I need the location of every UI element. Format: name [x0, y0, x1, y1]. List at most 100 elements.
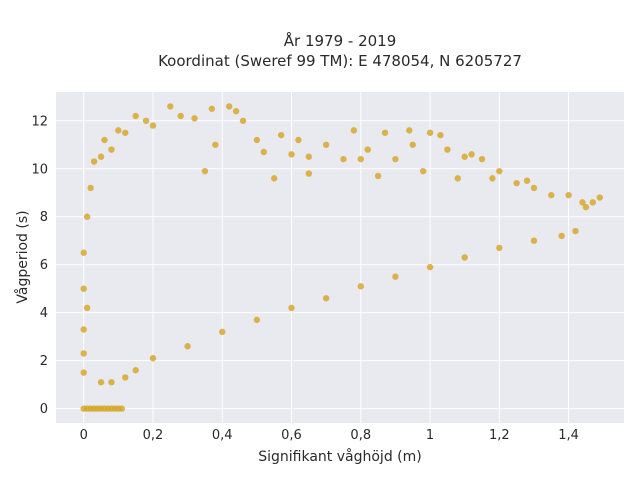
data-point — [582, 203, 590, 211]
data-point — [80, 326, 87, 333]
data-point — [589, 199, 597, 206]
chart-title-line-2: Koordinat (Sweref 99 TM): E 478054, N 62… — [158, 52, 522, 70]
data-point — [167, 103, 174, 110]
data-point — [288, 304, 295, 312]
data-point — [496, 167, 503, 175]
x-tick-label: 1,2 — [489, 428, 510, 443]
data-point — [530, 184, 538, 192]
data-point — [191, 115, 198, 122]
data-point — [108, 146, 115, 153]
data-point — [437, 131, 444, 139]
data-point — [149, 355, 157, 362]
data-point — [419, 167, 427, 175]
y-tick-label: 0 — [40, 402, 48, 417]
data-point — [468, 151, 475, 158]
data-point — [239, 117, 247, 124]
data-point — [565, 191, 572, 199]
data-point — [426, 263, 434, 271]
data-point — [177, 112, 184, 120]
data-point — [350, 127, 358, 134]
data-point — [80, 249, 87, 256]
data-point — [489, 175, 496, 182]
data-point — [322, 141, 330, 148]
data-point — [132, 367, 139, 374]
y-tick-label: 2 — [40, 354, 48, 369]
scatter-layer — [80, 103, 603, 412]
x-tick-label: 0,8 — [350, 428, 371, 443]
x-tick-label: 1,4 — [558, 428, 579, 443]
data-point — [496, 244, 503, 252]
x-tick-label: 0,6 — [281, 428, 302, 443]
data-point — [454, 175, 461, 182]
data-point — [108, 379, 115, 386]
plot-background — [56, 92, 624, 423]
y-axis-label: Vågperiod (s) — [14, 210, 31, 303]
data-point — [80, 350, 87, 357]
data-point — [80, 285, 87, 292]
data-point — [270, 175, 278, 182]
data-point — [340, 155, 347, 163]
chart-title-line-1: År 1979 - 2019 — [284, 31, 397, 50]
data-point — [426, 129, 434, 136]
data-point — [478, 155, 486, 163]
data-point — [184, 343, 191, 350]
data-point — [90, 158, 98, 165]
data-point — [201, 167, 209, 175]
data-point — [253, 136, 261, 144]
data-point — [548, 191, 555, 199]
x-tick-label: 0 — [80, 428, 88, 443]
data-point — [142, 117, 150, 124]
data-point — [530, 237, 538, 244]
data-point — [97, 153, 105, 160]
data-point — [461, 153, 468, 160]
x-tick-label: 0,2 — [143, 428, 164, 443]
data-point — [305, 170, 313, 177]
data-point — [295, 136, 302, 144]
data-point — [406, 127, 413, 134]
y-tick-label: 8 — [40, 210, 48, 225]
y-tick-label: 6 — [40, 258, 48, 273]
data-point — [364, 146, 371, 153]
data-point — [322, 295, 330, 302]
data-point — [357, 155, 364, 163]
data-point — [208, 105, 216, 112]
data-point — [444, 146, 451, 153]
data-point — [132, 112, 139, 120]
data-point — [115, 127, 122, 134]
data-point — [513, 179, 520, 187]
data-point — [374, 172, 382, 180]
data-point — [87, 184, 94, 192]
data-point — [83, 304, 91, 312]
data-point — [149, 122, 157, 129]
data-point — [381, 129, 389, 136]
y-tick-label: 10 — [31, 162, 48, 177]
data-point — [288, 151, 295, 158]
data-point — [122, 374, 129, 381]
data-point — [392, 273, 399, 280]
data-point — [232, 107, 240, 115]
y-tick-label: 12 — [31, 114, 48, 129]
data-point — [260, 148, 268, 156]
data-point — [253, 316, 261, 324]
x-tick-label: 0,4 — [212, 428, 233, 443]
data-point — [80, 369, 87, 376]
data-point — [392, 155, 399, 163]
data-point — [572, 227, 579, 235]
data-point — [461, 254, 468, 261]
data-point — [97, 379, 105, 386]
data-point — [596, 194, 603, 201]
grid-layer — [56, 92, 624, 423]
data-point — [122, 129, 129, 136]
data-point — [409, 141, 416, 148]
data-point — [83, 213, 91, 220]
data-point — [357, 283, 364, 290]
data-point — [101, 136, 108, 144]
data-point — [579, 199, 586, 206]
x-tick-label: 1 — [426, 428, 434, 443]
data-point — [277, 131, 285, 139]
tick-layer: 0 0,2 0,4 0,6 0,8 1 1,2 1,4 0 2 4 6 8 10 12 — [31, 114, 578, 443]
data-point — [118, 405, 126, 412]
y-tick-label: 4 — [40, 306, 48, 321]
